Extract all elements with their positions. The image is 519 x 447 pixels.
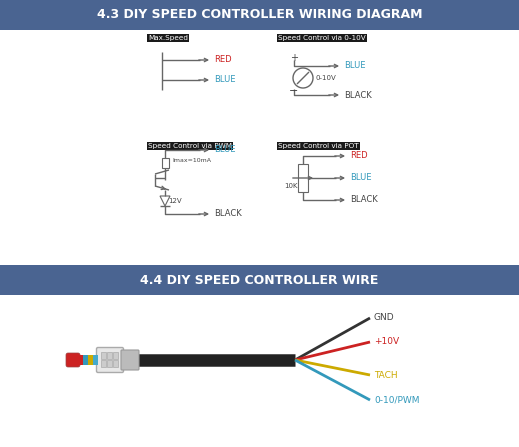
Text: Max.Speed: Max.Speed [148, 35, 188, 41]
Text: BLUE: BLUE [350, 173, 372, 182]
Text: −: − [289, 86, 299, 96]
Text: 12V: 12V [168, 198, 182, 204]
Bar [88, 355, 92, 365]
Text: 10K: 10K [284, 183, 297, 189]
Text: BLACK: BLACK [350, 195, 378, 204]
Text: BLACK: BLACK [344, 90, 372, 100]
Text: +10V: +10V [374, 337, 399, 346]
Bar [107, 360, 112, 367]
Text: TACH: TACH [374, 371, 398, 380]
Text: 0-10V: 0-10V [315, 75, 336, 81]
Bar [0, 265, 519, 295]
Text: 0-10/PWM: 0-10/PWM [374, 396, 419, 405]
Bar [0, 30, 519, 265]
Text: Imax=10mA: Imax=10mA [172, 159, 211, 164]
Text: Speed Control via PWM: Speed Control via PWM [148, 143, 232, 149]
Text: BLUE: BLUE [214, 146, 236, 155]
Bar [101, 352, 106, 359]
Bar [0, 295, 519, 447]
Bar [93, 355, 98, 365]
Bar [0, 0, 519, 30]
Bar [162, 158, 169, 168]
Text: 4.3 DIY SPEED CONTROLLER WIRING DIAGRAM: 4.3 DIY SPEED CONTROLLER WIRING DIAGRAM [97, 8, 422, 21]
Text: Speed Control via 0-10V: Speed Control via 0-10V [278, 35, 366, 41]
Bar [101, 360, 106, 367]
Text: BLUE: BLUE [214, 76, 236, 84]
Bar [83, 355, 88, 365]
Bar [113, 352, 118, 359]
Text: BLACK: BLACK [214, 210, 242, 219]
Text: +: + [290, 53, 298, 63]
Text: RED: RED [350, 152, 367, 160]
Bar [113, 360, 118, 367]
Text: Speed Control via POT: Speed Control via POT [278, 143, 359, 149]
Text: BLUE: BLUE [344, 62, 365, 71]
Bar [78, 355, 83, 365]
Bar [107, 352, 112, 359]
FancyBboxPatch shape [97, 347, 124, 372]
Text: GND: GND [374, 313, 394, 322]
FancyBboxPatch shape [66, 353, 80, 367]
Text: 4.4 DIY SPEED CONTROLLER WIRE: 4.4 DIY SPEED CONTROLLER WIRE [140, 274, 379, 287]
Text: RED: RED [214, 55, 231, 64]
Bar [298, 164, 308, 192]
FancyBboxPatch shape [121, 350, 139, 370]
